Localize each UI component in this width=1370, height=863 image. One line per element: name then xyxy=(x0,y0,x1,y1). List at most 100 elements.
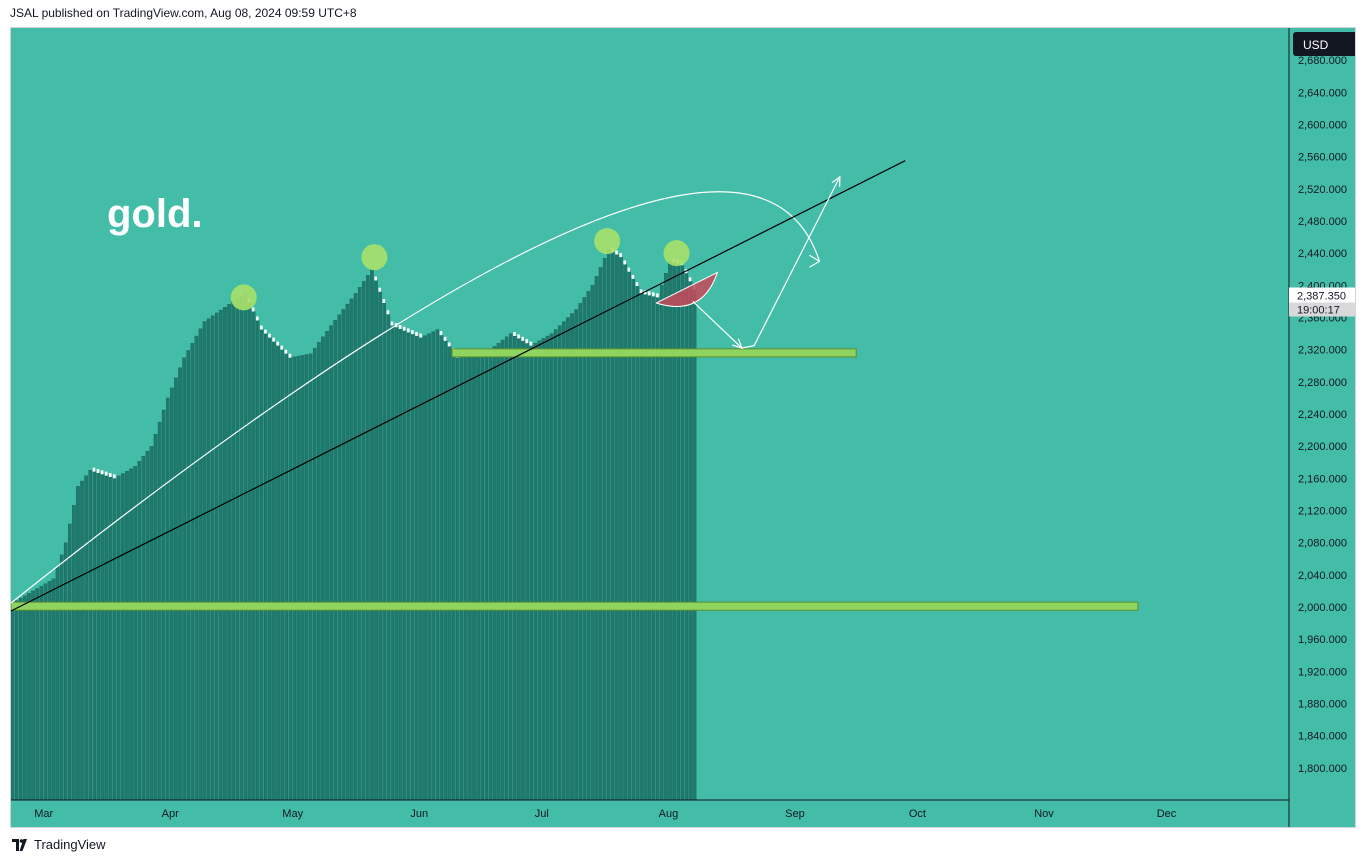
projection-up-arrowhead xyxy=(831,175,841,187)
peak-marker xyxy=(361,244,388,271)
price-bar xyxy=(104,475,109,801)
price-tick-label: 2,120.000 xyxy=(1298,506,1347,518)
price-bar xyxy=(63,542,68,801)
price-bar-wick xyxy=(411,330,414,335)
price-bar xyxy=(272,341,276,801)
price-tick-label: 2,320.000 xyxy=(1298,345,1347,357)
price-tick-label: 2,440.000 xyxy=(1298,248,1347,260)
price-bar xyxy=(202,321,207,801)
price-bar-wick xyxy=(631,274,635,279)
price-bar-wick xyxy=(619,253,622,258)
price-bar xyxy=(88,470,93,801)
price-bar xyxy=(92,471,97,801)
price-bar xyxy=(312,347,317,801)
price-bar xyxy=(533,343,538,801)
price-bar xyxy=(100,474,105,801)
price-bar xyxy=(137,461,142,801)
price-bar-wick xyxy=(374,276,377,281)
chart-frame[interactable]: gold. 1,800.000 1,840.000 1,880.000 1,920.0… xyxy=(10,27,1356,828)
chart-canvas[interactable]: gold. 1,800.000 1,840.000 1,880.000 1,920.0… xyxy=(11,28,1355,827)
price-bar xyxy=(259,329,264,801)
price-bar xyxy=(598,267,603,801)
price-bar-wick xyxy=(398,324,402,329)
price-bar-wick xyxy=(272,337,275,342)
price-tick-label: 2,040.000 xyxy=(1298,570,1347,582)
price-bar xyxy=(647,295,652,801)
price-tick-label: 1,840.000 xyxy=(1298,731,1347,743)
price-bar xyxy=(206,318,211,801)
price-bar xyxy=(566,317,570,801)
price-bar-wick xyxy=(276,341,279,346)
price-bar xyxy=(68,523,72,801)
price-bar xyxy=(296,355,301,801)
price-bar xyxy=(443,340,448,801)
price-bar xyxy=(394,327,399,801)
price-bar xyxy=(382,302,386,801)
price-bar-wick xyxy=(284,349,288,354)
price-bar xyxy=(23,595,27,801)
price-bar-wick xyxy=(92,467,96,472)
price-bar xyxy=(570,313,574,801)
price-bar xyxy=(219,309,223,801)
price-bar-wick xyxy=(643,290,647,295)
arc-curve xyxy=(11,191,821,604)
price-bar xyxy=(125,470,129,801)
price-bar xyxy=(521,340,525,801)
price-bar xyxy=(488,349,493,801)
price-axis[interactable]: 1,800.000 1,840.000 1,880.000 1,920.000 1,96… xyxy=(1298,55,1347,775)
price-bar xyxy=(194,335,199,801)
price-bar xyxy=(513,335,517,801)
price-bar xyxy=(615,254,619,801)
price-bar xyxy=(227,304,231,801)
price-bar-wick xyxy=(251,307,255,312)
price-bar xyxy=(553,329,558,801)
price-bar xyxy=(602,258,607,801)
price-bar xyxy=(668,261,672,801)
price-bar xyxy=(361,281,366,801)
price-bar-wick xyxy=(280,345,284,350)
projection-path xyxy=(692,176,841,349)
price-bar xyxy=(410,334,415,801)
price-bar xyxy=(431,331,435,801)
price-bar-wick xyxy=(96,468,100,473)
price-tick-label: 1,920.000 xyxy=(1298,666,1347,678)
price-bar xyxy=(680,265,685,801)
price-bar xyxy=(117,475,121,801)
price-bar xyxy=(190,343,195,801)
price-bar-wick xyxy=(615,250,618,255)
price-bar xyxy=(517,338,521,801)
price-bar xyxy=(47,581,52,801)
price-bar xyxy=(345,303,350,801)
price-bar xyxy=(141,456,146,801)
price-bar xyxy=(129,468,133,801)
price-bar xyxy=(504,336,509,801)
danger-wedge xyxy=(655,271,719,307)
price-bar xyxy=(611,251,615,801)
price-bar-wick xyxy=(382,299,386,304)
price-bar-wick xyxy=(513,332,516,336)
price-bar-wick xyxy=(647,291,651,296)
price-bar xyxy=(268,337,272,801)
price-bar xyxy=(112,478,117,801)
price-bar-wick xyxy=(288,353,292,358)
support-zone xyxy=(11,601,1139,611)
peak-marker xyxy=(663,240,690,267)
price-bar xyxy=(574,309,578,801)
price-bar xyxy=(476,352,480,801)
price-bar xyxy=(353,293,358,801)
price-bar xyxy=(198,328,203,801)
price-bar xyxy=(508,333,513,801)
price-bar xyxy=(541,338,546,801)
price-bar xyxy=(304,354,309,801)
price-bar-wick xyxy=(623,260,627,265)
price-bar xyxy=(447,346,452,801)
time-axis[interactable]: Mar Apr May Jun Jul Aug Sep Oct Nov Dec xyxy=(34,808,1177,820)
currency-badge[interactable]: USD xyxy=(1293,32,1355,56)
price-tick-label: 2,680.000 xyxy=(1298,55,1347,67)
time-tick-label: Jul xyxy=(535,808,549,820)
support-zone xyxy=(451,348,857,358)
price-bar xyxy=(619,257,623,801)
price-bar-wick xyxy=(104,471,108,476)
last-price-bg xyxy=(1289,287,1355,303)
price-tick-label: 2,080.000 xyxy=(1298,538,1347,550)
